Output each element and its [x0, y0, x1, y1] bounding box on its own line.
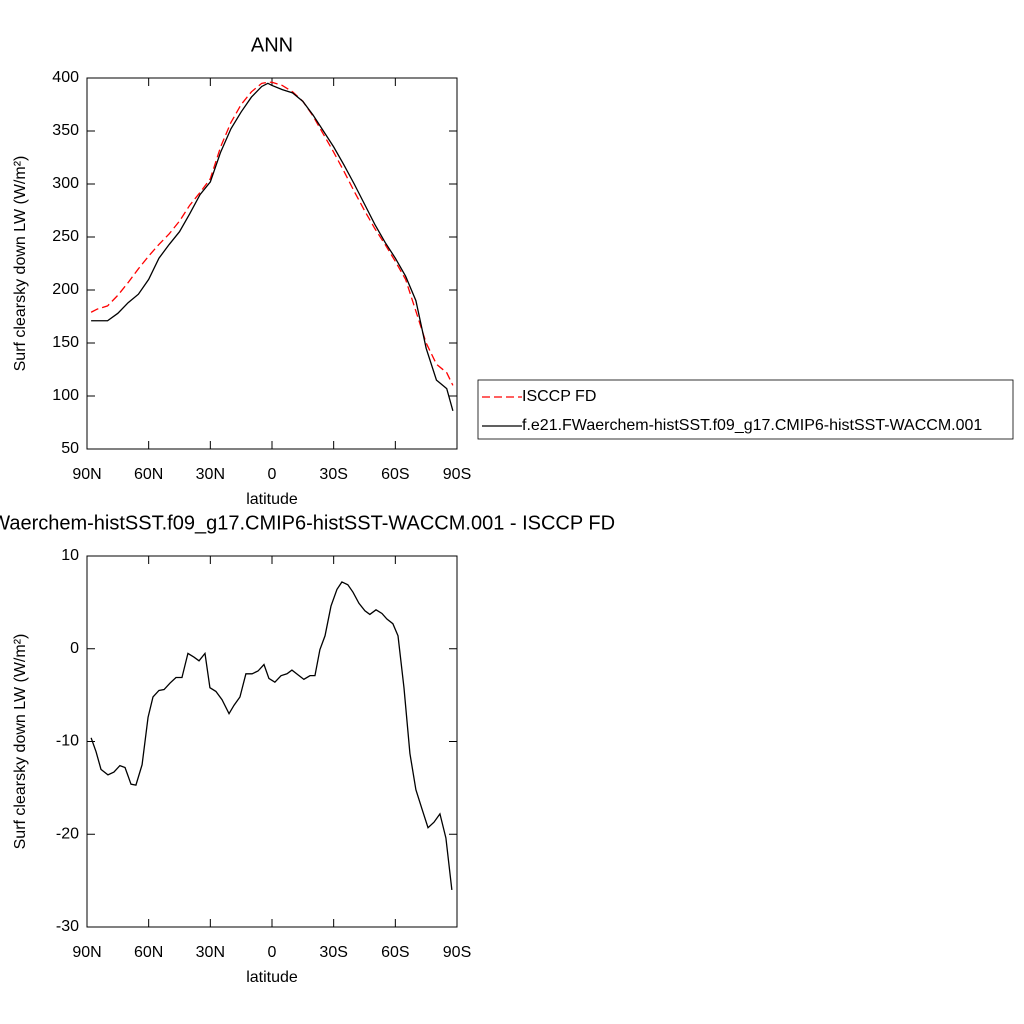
chart-title: ANN [251, 34, 293, 56]
y-axis-label: Surf clearsky down LW (W/m²) [12, 634, 29, 850]
x-tick-label: 0 [268, 944, 277, 961]
x-axis-label: latitude [246, 969, 298, 986]
y-tick-label: 150 [52, 334, 79, 351]
x-tick-label: 30S [319, 944, 347, 961]
data-line [91, 82, 454, 412]
legend-box [477, 379, 1014, 440]
data-line [90, 81, 454, 386]
legend-label: ISCCP FD [522, 388, 596, 405]
y-tick-label: -30 [56, 918, 79, 935]
plot-frame [86, 77, 458, 450]
y-tick-label: 350 [52, 122, 79, 139]
data-line [90, 581, 453, 890]
plot-frame [86, 555, 458, 928]
x-tick-label: 60N [134, 466, 163, 483]
x-tick-label: 90S [443, 944, 471, 961]
y-tick-label: -10 [56, 733, 79, 750]
x-tick-label: 90S [443, 466, 471, 483]
x-tick-label: 60S [381, 944, 409, 961]
y-tick-label: 0 [70, 640, 79, 657]
y-tick-label: 400 [52, 69, 79, 86]
chart-title: f.e21.FWaerchem-histSST.f09_g17.CMIP6-hi… [0, 512, 615, 534]
y-tick-label: 100 [52, 387, 79, 404]
x-tick-label: 30S [319, 466, 347, 483]
x-tick-label: 30N [196, 466, 225, 483]
y-tick-label: 300 [52, 175, 79, 192]
y-tick-label: -20 [56, 825, 79, 842]
y-tick-label: 10 [61, 547, 79, 564]
x-tick-label: 60S [381, 466, 409, 483]
y-tick-label: 50 [61, 440, 79, 457]
y-tick-label: 250 [52, 228, 79, 245]
y-axis-label: Surf clearsky down LW (W/m²) [12, 156, 29, 372]
legend-label: f.e21.FWaerchem-histSST.f09_g17.CMIP6-hi… [522, 417, 982, 434]
x-tick-label: 60N [134, 944, 163, 961]
x-tick-label: 0 [268, 466, 277, 483]
x-tick-label: 30N [196, 944, 225, 961]
x-axis-label: latitude [246, 491, 298, 508]
x-tick-label: 90N [72, 944, 101, 961]
y-tick-label: 200 [52, 281, 79, 298]
x-tick-label: 90N [72, 466, 101, 483]
